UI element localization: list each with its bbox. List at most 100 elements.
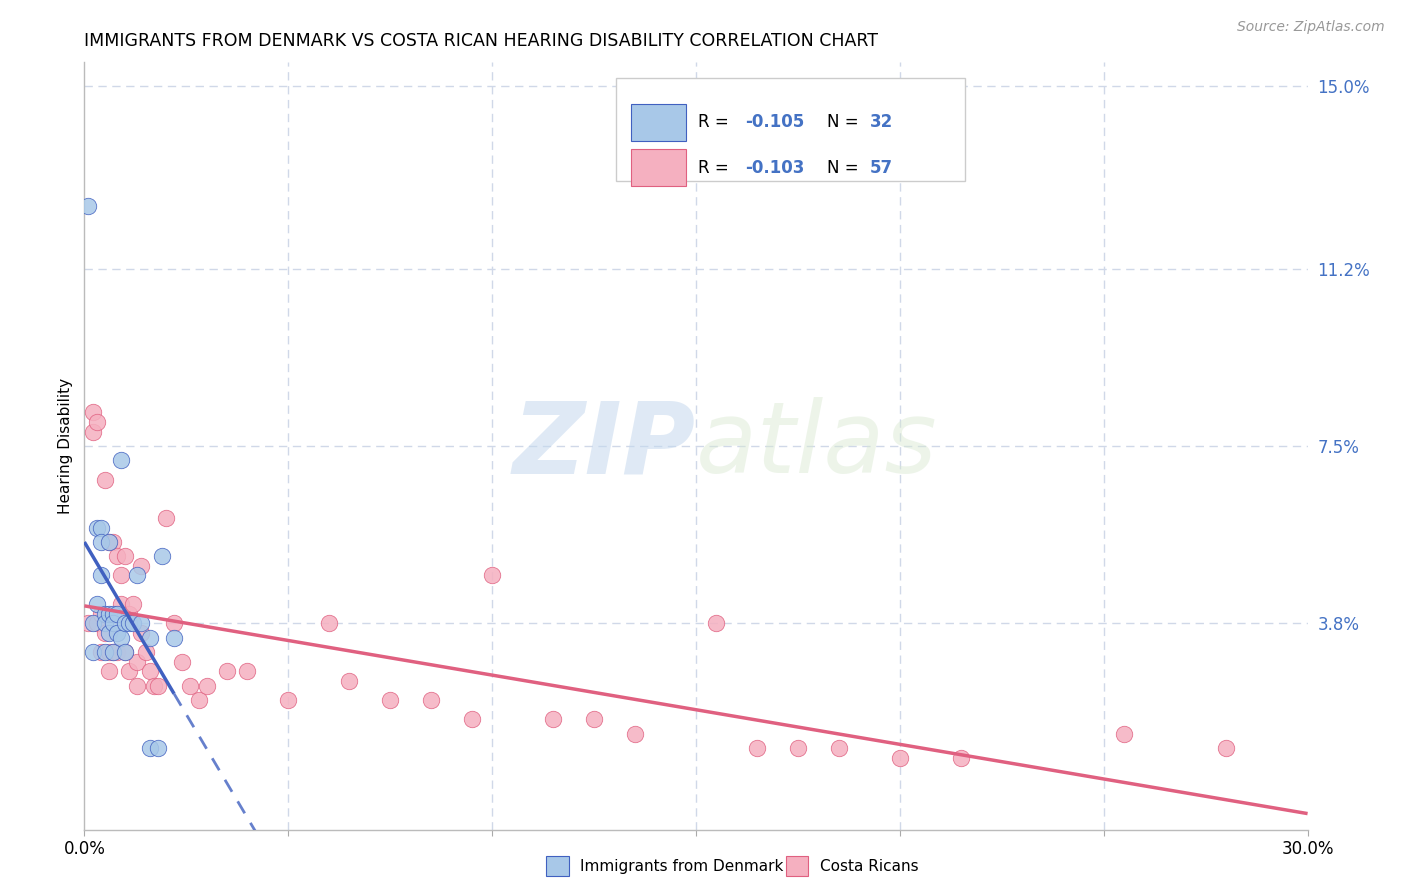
Point xyxy=(138,631,160,645)
Point xyxy=(172,655,194,669)
Point xyxy=(101,607,124,621)
Point xyxy=(110,631,132,645)
Point xyxy=(187,693,209,707)
Text: IMMIGRANTS FROM DENMARK VS COSTA RICAN HEARING DISABILITY CORRELATION CHART: IMMIGRANTS FROM DENMARK VS COSTA RICAN H… xyxy=(84,32,879,50)
Point xyxy=(339,673,361,688)
Point xyxy=(380,693,402,707)
Point xyxy=(179,679,201,693)
FancyBboxPatch shape xyxy=(616,78,965,181)
Point xyxy=(105,549,128,564)
Point xyxy=(420,693,443,707)
Point xyxy=(706,616,728,631)
FancyBboxPatch shape xyxy=(631,150,686,186)
Point xyxy=(97,645,120,659)
Point xyxy=(86,415,108,429)
Point xyxy=(195,679,218,693)
Text: 32: 32 xyxy=(870,113,893,131)
Point xyxy=(318,616,340,631)
Point xyxy=(110,597,132,611)
Text: atlas: atlas xyxy=(696,398,938,494)
Point xyxy=(97,534,120,549)
Point xyxy=(135,645,157,659)
Point xyxy=(93,616,115,631)
Point xyxy=(105,645,128,659)
Point xyxy=(146,679,169,693)
Point xyxy=(1215,741,1237,756)
Text: R =: R = xyxy=(699,159,734,177)
Point xyxy=(828,741,851,756)
FancyBboxPatch shape xyxy=(631,103,686,141)
Point xyxy=(747,741,769,756)
Point xyxy=(110,453,132,467)
Point xyxy=(114,645,136,659)
Point xyxy=(142,679,165,693)
Point xyxy=(97,607,120,621)
Point xyxy=(101,645,124,659)
Point xyxy=(114,645,136,659)
Text: R =: R = xyxy=(699,113,734,131)
Point xyxy=(131,558,153,573)
Point xyxy=(105,626,128,640)
Point xyxy=(82,405,104,419)
Point xyxy=(93,626,115,640)
Point xyxy=(97,665,120,679)
Point xyxy=(889,750,911,764)
Point xyxy=(583,712,606,726)
Point xyxy=(138,665,160,679)
Point xyxy=(114,616,136,631)
Point xyxy=(543,712,565,726)
Point xyxy=(97,626,120,640)
Point xyxy=(236,665,259,679)
Point xyxy=(90,568,112,582)
Point xyxy=(163,616,186,631)
Point xyxy=(90,607,112,621)
Point xyxy=(77,616,100,631)
Point xyxy=(90,645,112,659)
Text: ZIP: ZIP xyxy=(513,398,696,494)
Point xyxy=(150,549,173,564)
Point xyxy=(86,616,108,631)
Text: N =: N = xyxy=(827,159,863,177)
Point xyxy=(787,741,810,756)
Point xyxy=(77,199,100,213)
Point xyxy=(114,549,136,564)
Point xyxy=(122,616,145,631)
Point xyxy=(118,616,141,631)
Point xyxy=(217,665,239,679)
Point xyxy=(481,568,503,582)
Point xyxy=(93,645,115,659)
Point xyxy=(90,534,112,549)
Point xyxy=(277,693,299,707)
Point xyxy=(86,597,108,611)
Point xyxy=(122,597,145,611)
Point xyxy=(127,568,149,582)
Point xyxy=(86,520,108,534)
Point xyxy=(1114,726,1136,740)
Point xyxy=(950,750,973,764)
Point xyxy=(127,655,149,669)
Point xyxy=(101,645,124,659)
Text: Costa Ricans: Costa Ricans xyxy=(820,859,918,873)
Point xyxy=(110,568,132,582)
Point xyxy=(82,616,104,631)
Point xyxy=(461,712,484,726)
Point xyxy=(131,626,153,640)
Point xyxy=(138,741,160,756)
Text: -0.103: -0.103 xyxy=(745,159,804,177)
Point xyxy=(155,511,177,525)
Point xyxy=(163,631,186,645)
Text: N =: N = xyxy=(827,113,863,131)
Point xyxy=(118,665,141,679)
Point xyxy=(118,607,141,621)
Y-axis label: Hearing Disability: Hearing Disability xyxy=(58,378,73,514)
Point xyxy=(146,741,169,756)
Point xyxy=(82,645,104,659)
Point xyxy=(131,616,153,631)
Point xyxy=(101,616,124,631)
Point xyxy=(82,425,104,439)
Point xyxy=(127,679,149,693)
Point xyxy=(93,473,115,487)
Point xyxy=(101,534,124,549)
Text: Source: ZipAtlas.com: Source: ZipAtlas.com xyxy=(1237,20,1385,34)
Point xyxy=(105,607,128,621)
